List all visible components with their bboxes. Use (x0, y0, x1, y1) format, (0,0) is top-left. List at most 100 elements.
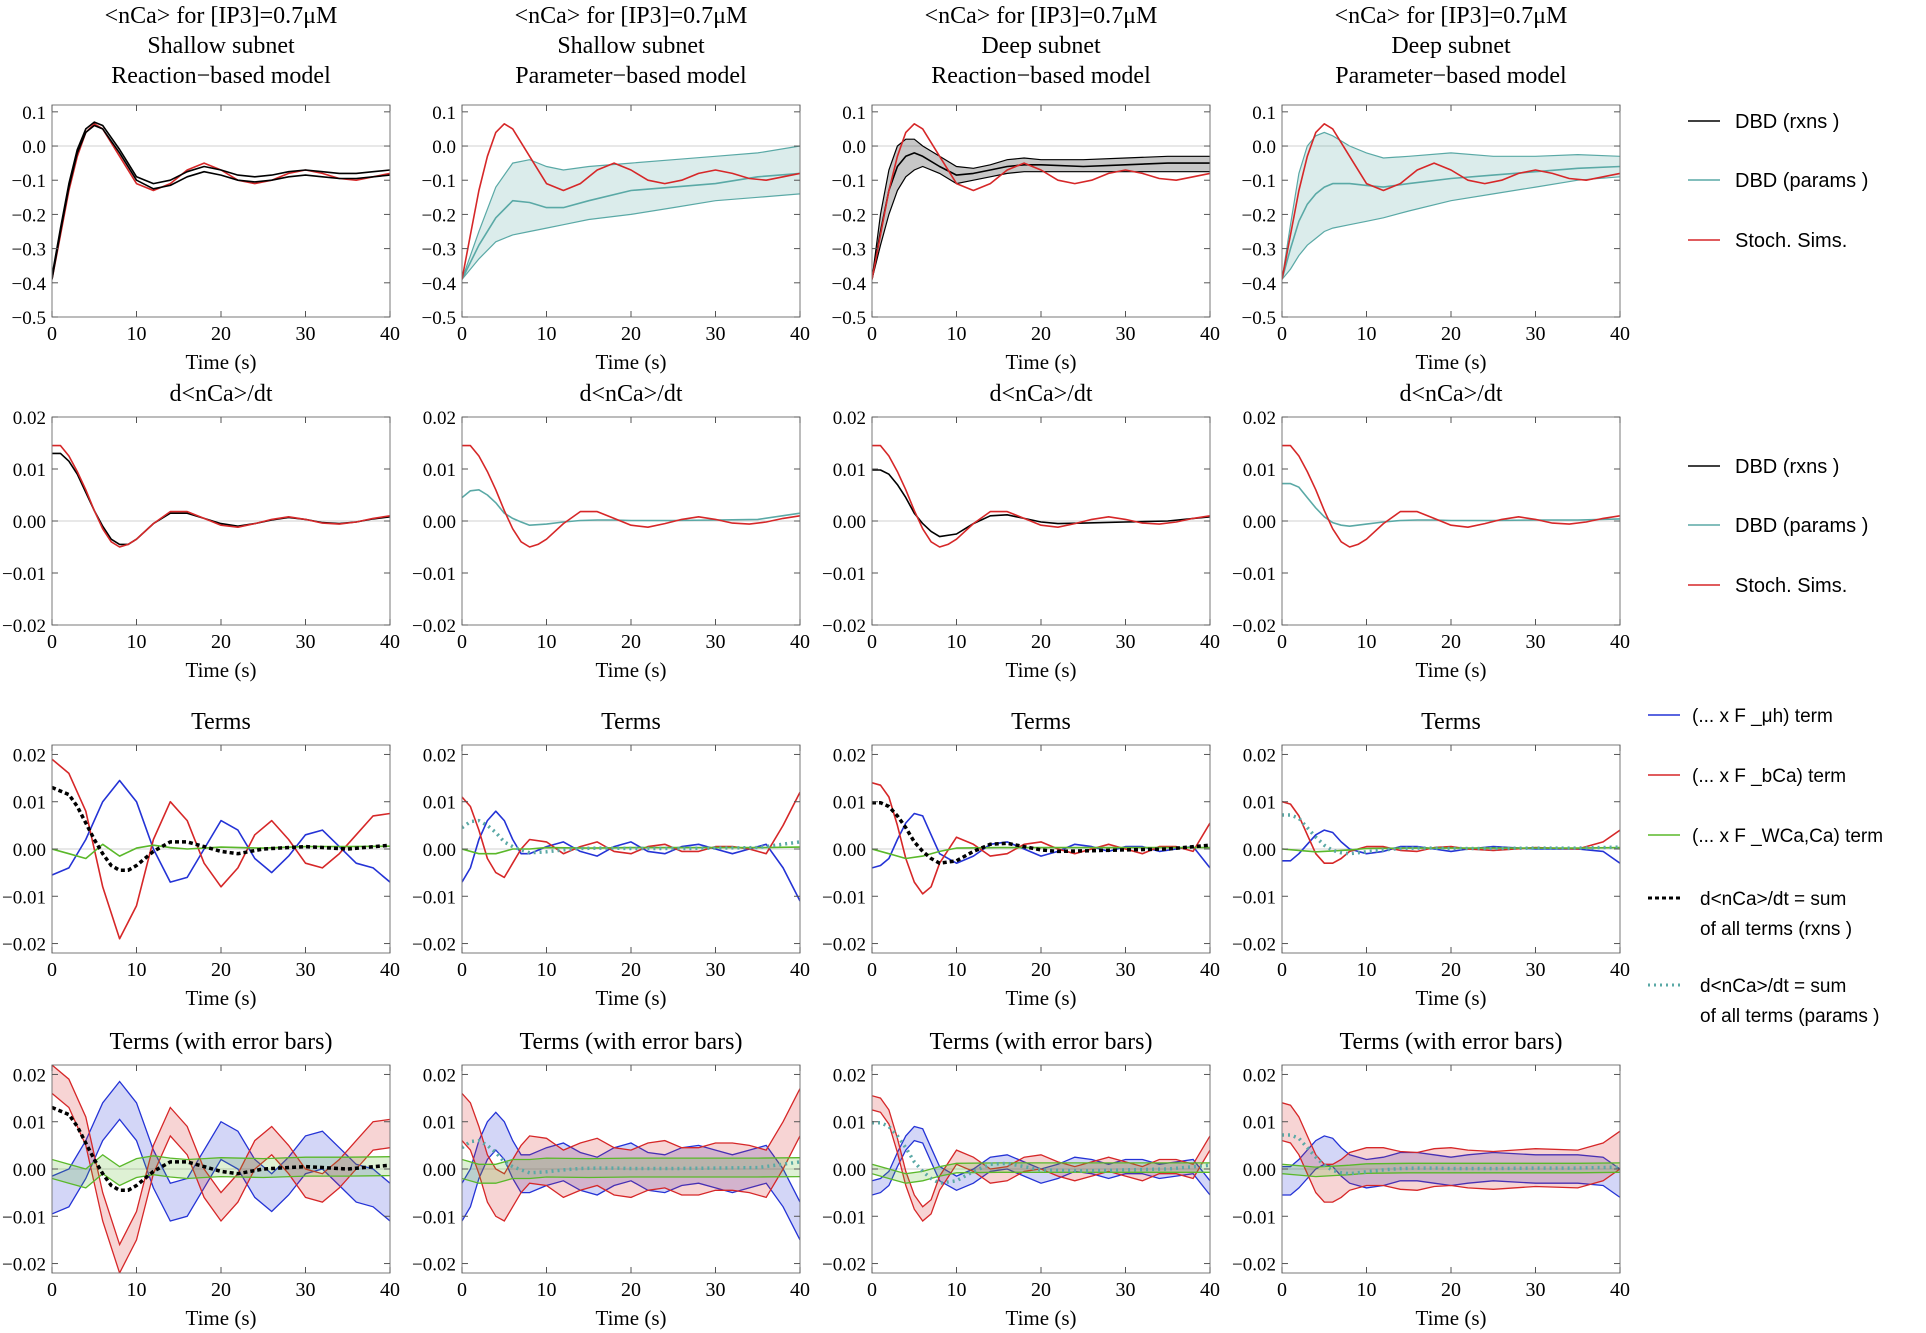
x-tick-label: 30 (296, 631, 316, 653)
plot-area (462, 791, 800, 902)
error-band-lower (872, 1139, 1210, 1196)
y-tick-label: −0.01 (1232, 564, 1276, 585)
y-tick-label: 0.1 (1252, 103, 1276, 124)
y-tick-label: −0.02 (822, 935, 866, 956)
y-tick-label: −0.2 (12, 205, 46, 226)
legend-label-w: (... x F _WCa,Ca) term (1692, 826, 1883, 847)
panel-r3-c2: Terms −0.02 −0.01 0.00 0.01 0.02 0 10 20 30 40 Time… (412, 709, 810, 1010)
y-tick-label: 0.02 (13, 408, 46, 429)
y-tick-label: −0.1 (832, 171, 866, 192)
panel-title-line: Terms (1011, 709, 1071, 735)
series-line (1282, 123, 1620, 280)
x-tick-label: 30 (1116, 959, 1136, 981)
x-tick-label: 30 (706, 631, 726, 653)
series-line (872, 444, 1210, 548)
y-tick-label: −0.4 (832, 274, 867, 295)
panel-title-line: d<nCa>/dt (169, 381, 272, 407)
error-band (1282, 1135, 1620, 1198)
x-tick-label: 0 (47, 1279, 57, 1301)
x-axis-label: Time (s) (186, 986, 257, 1010)
series-line (52, 452, 390, 546)
error-band (462, 1112, 800, 1240)
y-tick-label: −0.1 (12, 171, 46, 192)
panel-title-line: Shallow subnet (147, 33, 295, 59)
y-tick-label: −0.01 (1232, 1207, 1276, 1228)
x-tick-label: 0 (867, 631, 877, 653)
legend-label-sum-params-2: of all terms (params ) (1700, 1006, 1879, 1027)
x-tick-label: 10 (1357, 1279, 1377, 1301)
y-tick-label: 0.01 (1243, 460, 1276, 481)
x-tick-label: 10 (537, 631, 557, 653)
confidence-band (462, 146, 800, 280)
series-line (462, 1138, 800, 1175)
y-tick-label: 0.01 (13, 793, 46, 814)
y-tick-label: −0.5 (832, 308, 866, 329)
legend-row1: DBD (rxns ) DBD (params ) Stoch. Sims. (1688, 111, 1868, 252)
y-tick-label: 0.01 (833, 1113, 866, 1134)
error-band-upper (1282, 1102, 1620, 1165)
y-tick-label: −0.02 (412, 616, 456, 637)
plot-area (52, 121, 390, 280)
series-line (872, 800, 1210, 865)
series-line (1282, 482, 1620, 527)
panel-title-line: <nCa> for [IP3]=0.7μM (1335, 3, 1568, 29)
x-tick-label: 40 (790, 1279, 810, 1301)
x-tick-label: 30 (706, 1279, 726, 1301)
panel-title-line: Terms (with error bars) (1340, 1029, 1563, 1055)
legend-label-sum-rxns-1: d<nCa>/dt = sum (1700, 889, 1846, 910)
y-tick-label: −0.5 (1242, 308, 1276, 329)
y-tick-label: 0.02 (423, 745, 456, 766)
x-tick-label: 10 (947, 631, 967, 653)
plot-area (462, 123, 800, 280)
plot-area (462, 444, 800, 548)
y-tick-label: −0.01 (412, 564, 456, 585)
series-line (1282, 813, 1620, 856)
x-tick-label: 10 (1357, 323, 1377, 345)
x-tick-label: 0 (867, 1279, 877, 1301)
panel-title-line: Terms (with error bars) (520, 1029, 743, 1055)
x-tick-label: 40 (380, 323, 400, 345)
y-tick-label: −0.1 (1242, 171, 1276, 192)
x-tick-label: 40 (380, 959, 400, 981)
y-tick-label: −0.3 (832, 240, 866, 261)
y-tick-label: −0.4 (422, 274, 457, 295)
x-tick-label: 20 (1031, 631, 1051, 653)
y-tick-label: −0.02 (412, 935, 456, 956)
y-tick-label: −0.4 (12, 274, 47, 295)
legend-label-mu: (... x F _μh) term (1692, 706, 1833, 727)
x-tick-label: 0 (1277, 323, 1287, 345)
series-line (872, 152, 1210, 280)
y-tick-label: 0.01 (1243, 1113, 1276, 1134)
error-band-lower (872, 1109, 1210, 1222)
x-tick-label: 40 (1200, 631, 1220, 653)
series-line (462, 846, 800, 855)
y-tick-label: −0.02 (1232, 1255, 1276, 1276)
y-tick-label: 0.0 (22, 137, 46, 158)
error-band (462, 1088, 800, 1221)
panel-title-line: d<nCa>/dt (579, 381, 682, 407)
panel-title-line: Terms (1421, 709, 1481, 735)
x-axis-label: Time (s) (596, 986, 667, 1010)
band-upper-line (872, 138, 1210, 280)
x-tick-label: 0 (1277, 959, 1287, 981)
y-tick-label: 0.01 (423, 460, 456, 481)
y-tick-label: 0.01 (833, 460, 866, 481)
x-tick-label: 40 (1610, 959, 1630, 981)
error-band-lower (462, 1175, 800, 1184)
x-tick-label: 10 (947, 959, 967, 981)
y-tick-label: −0.2 (1242, 205, 1276, 226)
error-band-upper (1282, 1162, 1620, 1168)
panel-r3-c1: Terms −0.02 −0.01 0.00 0.01 0.02 0 10 20 30 40 Time… (2, 709, 400, 1010)
plot-area (52, 758, 390, 940)
y-tick-label: 0.0 (842, 137, 866, 158)
plot-grid: <nCa> for [IP3]=0.7μM Shallow subnet React… (2, 3, 1630, 1330)
error-band-lower (52, 1092, 390, 1273)
x-tick-label: 0 (1277, 1279, 1287, 1301)
panel-r4-c2: Terms (with error bars) −0.02 −0.01 0.00 0.0… (412, 1029, 810, 1330)
series-line (872, 1120, 1210, 1185)
x-tick-label: 20 (211, 1279, 231, 1301)
y-tick-label: 0.00 (1243, 1160, 1276, 1181)
x-tick-label: 40 (1610, 631, 1630, 653)
x-tick-label: 0 (457, 959, 467, 981)
